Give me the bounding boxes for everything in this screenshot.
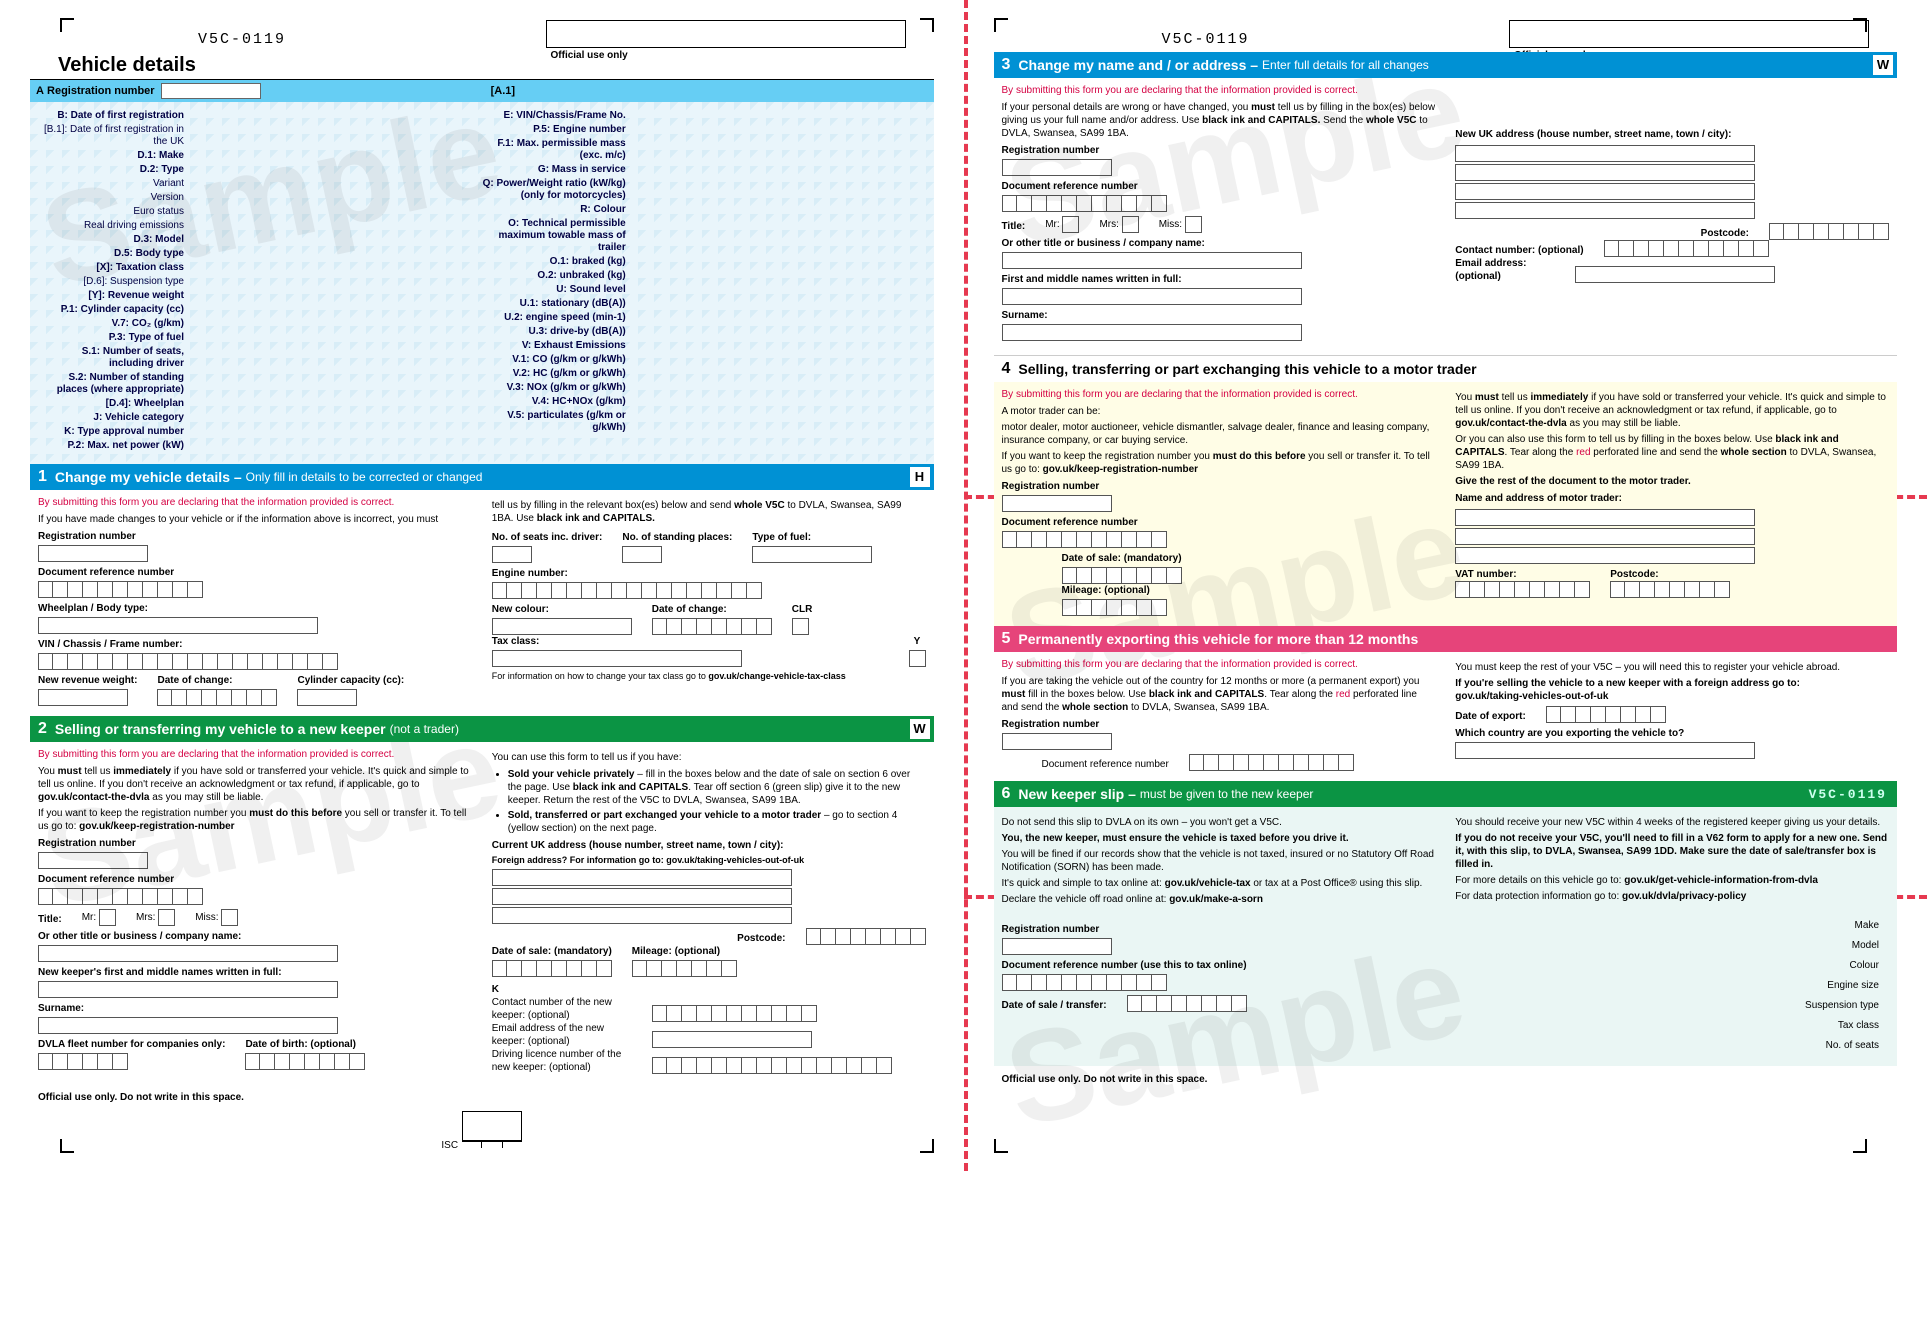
vehicle-details-body: B: Date of first registration[B.1]: Date… [30,102,934,464]
s1-reg[interactable] [38,545,148,562]
section-4-body: By submitting this form you are declarin… [994,382,1898,626]
section-5-bar: 5Permanently exporting this vehicle for … [994,626,1898,652]
reg-number-strip: A Registration number [A.1] [30,80,934,102]
section-2-bar: 2Selling or transferring my vehicle to a… [30,716,934,742]
official-use-box: Official use only [546,20,906,48]
section-1-bar: 1Change my vehicle details – Only fill i… [30,464,934,490]
s1-wheel[interactable] [38,617,318,634]
form-code: V5C-0119 [198,31,286,48]
section-3-bar: 3Change my name and / or address – Enter… [994,52,1898,78]
section-6-body: Do not send this slip to DVLA on its own… [994,807,1898,1066]
page-right: Sample Sample Sample V5C-0119 Official u… [964,0,1927,1171]
top-bar-right: V5C-0119 Official use only [1022,20,1870,48]
isc-block: ISC [30,1111,934,1151]
section-2-body: By submitting this form you are declarin… [30,742,934,1084]
form-code: V5C-0119 [1162,31,1250,48]
page-left: Sample Sample V5C-0119 Official use only… [0,0,964,1171]
s1-dref[interactable] [38,581,472,598]
section-5-body: By submitting this form you are declarin… [994,652,1898,781]
vehicle-details-header: Vehicle details [30,52,934,80]
section-3-body: By submitting this form you are declarin… [994,78,1898,355]
tab-w: W [910,719,930,739]
section-6-bar: 6New keeper slip – must be given to the … [994,781,1898,807]
spec-labels: MakeModelColourEngine sizeSuspension typ… [1669,916,1889,1056]
s1-vin[interactable] [38,653,472,670]
section-1-body: By submitting this form you are declarin… [30,490,934,716]
tab-h: H [910,467,930,487]
section-4-bar: 4Selling, transferring or part exchangin… [994,355,1898,382]
reg-input[interactable] [161,83,261,99]
top-bar: V5C-0119 Official use only [58,20,906,48]
official-footnote: Official use only. Do not write in this … [38,1092,934,1103]
